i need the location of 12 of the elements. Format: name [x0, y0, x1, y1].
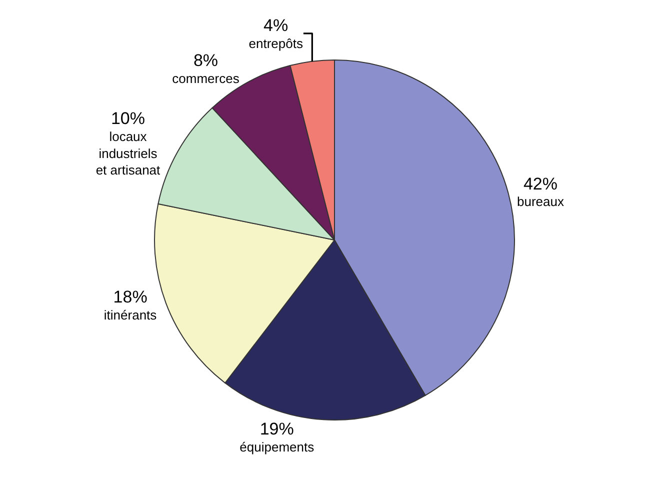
data-label: 19%: [260, 420, 294, 439]
slice-label: bureaux: [516, 194, 564, 210]
data-label: 10%: [110, 108, 145, 128]
data-label: 42%: [523, 174, 558, 194]
data-label: 18%: [113, 288, 148, 307]
slice-label: équipements: [240, 439, 315, 454]
slice-label: itinérants: [104, 308, 158, 323]
slice-label: locaux industriels et artisanat: [96, 128, 161, 178]
data-label: 8%: [193, 50, 218, 70]
slice-label: commerces: [172, 70, 240, 86]
slice-label: entrepôts: [248, 36, 304, 51]
data-label: 4%: [264, 16, 288, 36]
